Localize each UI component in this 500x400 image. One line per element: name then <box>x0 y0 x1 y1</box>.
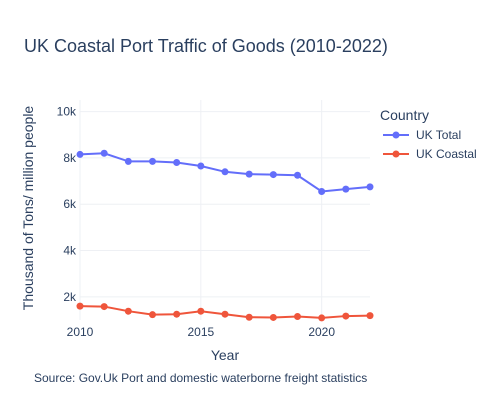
data-point-uk-coastal <box>149 311 156 319</box>
data-point-uk-total <box>124 157 132 165</box>
y-tick-label: 10k <box>57 105 77 119</box>
data-point-uk-coastal <box>269 313 277 321</box>
series-uk-coastal <box>76 302 374 322</box>
data-point-uk-total <box>100 149 108 157</box>
data-point-uk-coastal <box>366 312 374 320</box>
axis-ticks: 2k 4k 6k 8k 10k 2010 2015 2020 <box>57 105 336 339</box>
data-point-uk-total <box>342 185 350 193</box>
y-tick-label: 8k <box>63 151 77 165</box>
data-point-uk-total <box>149 157 156 165</box>
legend-label: UK Total <box>416 128 461 142</box>
data-point-uk-coastal <box>318 314 326 322</box>
data-point-uk-total <box>221 168 229 176</box>
y-tick-label: 6k <box>63 197 77 211</box>
data-point-uk-total <box>197 162 205 170</box>
data-point-uk-coastal <box>76 302 84 310</box>
data-point-uk-total <box>366 183 374 191</box>
legend: Country UK Total UK Coastal <box>380 107 477 161</box>
data-point-uk-coastal <box>221 310 229 318</box>
data-point-uk-coastal <box>294 313 301 321</box>
legend-title: Country <box>380 107 429 123</box>
x-tick-label: 2015 <box>187 325 214 339</box>
y-tick-label: 4k <box>63 244 77 258</box>
legend-label: UK Coastal <box>416 147 477 161</box>
series-uk-total <box>76 149 374 195</box>
legend-item-uk-total[interactable]: UK Total <box>383 128 461 142</box>
data-point-uk-coastal <box>245 313 253 321</box>
data-point-uk-total <box>269 171 277 179</box>
data-point-uk-total <box>173 159 181 167</box>
x-tick-label: 2020 <box>308 325 335 339</box>
grid <box>79 100 370 320</box>
x-tick-label: 2010 <box>67 325 94 339</box>
y-tick-label: 2k <box>63 290 77 304</box>
data-point-uk-total <box>294 171 301 179</box>
series-group <box>76 149 374 322</box>
legend-swatch-marker <box>392 150 400 158</box>
data-point-uk-coastal <box>100 303 108 311</box>
data-point-uk-total <box>318 187 326 195</box>
y-axis-title: Thousand of Tons/ million people <box>20 106 36 311</box>
x-axis-title: Year <box>211 347 240 363</box>
legend-swatch-marker <box>392 131 400 139</box>
legend-item-uk-coastal[interactable]: UK Coastal <box>383 147 477 161</box>
data-point-uk-coastal <box>342 312 350 320</box>
data-point-uk-coastal <box>197 307 205 315</box>
data-point-uk-coastal <box>124 307 132 315</box>
chart-title: UK Coastal Port Traffic of Goods (2010-2… <box>24 36 388 56</box>
source-annotation: Source: Gov.Uk Port and domestic waterbo… <box>34 371 367 385</box>
data-point-uk-total <box>76 150 84 158</box>
data-point-uk-coastal <box>173 310 181 318</box>
data-point-uk-total <box>245 170 253 178</box>
